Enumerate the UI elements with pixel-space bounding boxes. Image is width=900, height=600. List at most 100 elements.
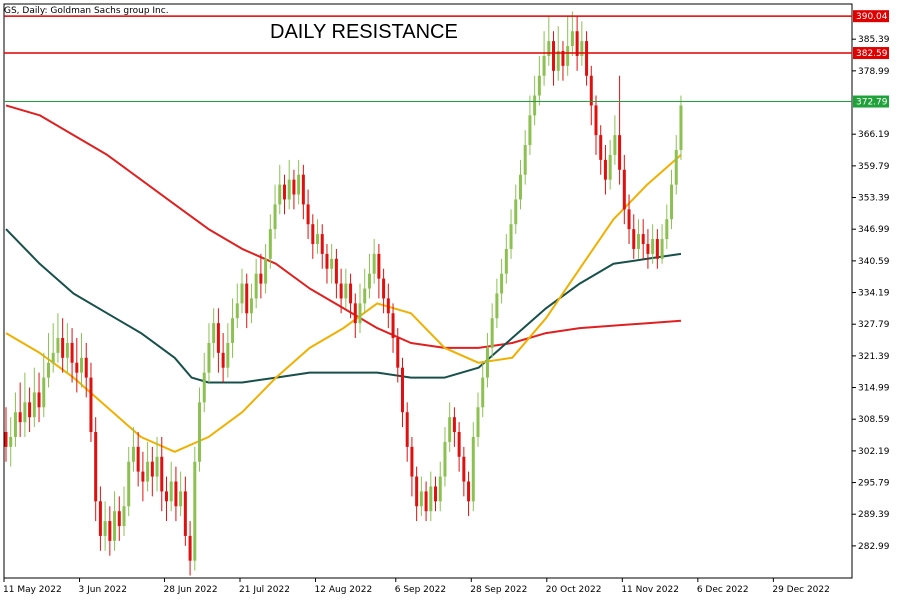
y-tick-label: 359.79 [858,162,890,172]
candle [613,115,617,165]
candle [216,308,220,373]
y-tick-label: 378.99 [858,67,890,77]
candle-body [75,362,79,373]
candle [136,432,140,487]
candle-body [363,288,367,304]
candle [113,491,117,551]
candle-body [396,338,400,368]
candle-body [51,352,55,363]
candle [160,436,164,512]
candle [443,427,447,487]
candle-body [670,184,674,220]
candle [146,441,150,492]
candle-body [618,135,622,170]
candle-body [636,234,640,249]
candle-body [438,476,442,502]
x-tick-label: 6 Sep 2022 [395,585,446,595]
candle-body [108,521,112,541]
candle [127,446,131,517]
x-tick-label: 12 Aug 2022 [315,585,373,595]
candle-body [537,75,541,96]
y-tick-label: 302.19 [858,447,890,457]
candle-body [259,273,263,284]
candle-body [70,342,74,363]
candle-body [297,174,301,195]
candle [42,352,46,418]
candle-body [235,303,239,319]
candle-body [320,234,324,254]
candle [108,506,112,556]
x-tick-label: 3 Jun 2022 [79,585,127,595]
candle-body [245,283,249,314]
candle [490,303,494,358]
candle-body [391,313,395,339]
x-tick-label: 20 Oct 2022 [546,585,602,595]
moving-average-line [5,228,682,384]
x-tick-label: 21 Jul 2022 [239,585,290,595]
candle [509,209,513,259]
candle [316,219,320,254]
y-tick-label: 346.99 [858,225,890,235]
candle [56,313,60,363]
candle [320,224,324,269]
y-tick-label: 366.19 [858,130,890,140]
candle [103,501,107,551]
y-tick-label: 385.39 [858,35,890,45]
x-tick-label: 29 Dec 2022 [772,585,830,595]
candle [589,65,593,126]
candle [287,159,291,210]
candle [608,140,612,190]
candle-body [278,184,282,205]
candle-body [504,248,508,274]
candle-body [452,417,456,433]
candle-body [65,342,69,358]
candle-body [141,471,145,482]
candle [674,135,678,195]
candle-body [448,417,452,442]
candle [84,342,88,398]
candle-body [42,377,46,408]
candle-body [169,481,173,502]
candle [523,130,527,185]
level-price-label: 382.59 [856,49,888,59]
candle-body [89,377,93,433]
candle [164,476,168,522]
moving-average-line [5,104,682,349]
candle-body [495,293,499,319]
candle [518,159,522,210]
y-tick-label: 295.79 [858,479,890,489]
candle [367,253,371,299]
candle-body [580,41,584,56]
candle-body [198,402,202,462]
candle-body [641,234,645,244]
candle-body [679,105,683,150]
candle [297,159,301,205]
level-price-label: 390.04 [856,12,888,22]
candle [13,392,17,447]
candle-body [28,402,32,418]
candle-body [249,298,253,314]
candle [547,16,551,66]
candle [386,283,390,329]
candle [32,367,36,428]
candle-body [226,342,230,368]
chart-headline: DAILY RESISTANCE [270,21,458,43]
candle-body [509,224,513,249]
candle-body [646,243,650,254]
candle [372,239,376,284]
candle [117,496,121,541]
candle-body [528,115,532,146]
candle-body [589,75,593,106]
candle [264,243,268,294]
candle [131,427,135,472]
candle [665,204,669,249]
candle [570,11,574,56]
candle-body [150,461,154,477]
candle-body [202,372,206,403]
candle-body [188,535,192,561]
candle [566,16,570,76]
candle [504,234,508,284]
candle [377,243,381,299]
candle [622,154,626,225]
